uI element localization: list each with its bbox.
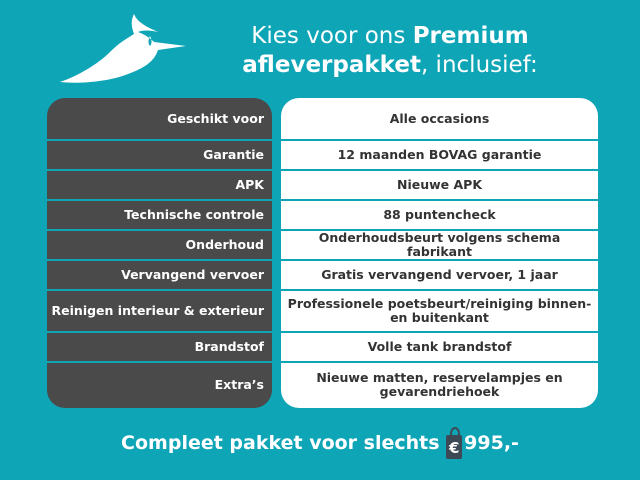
row-divider — [281, 139, 598, 141]
price-value: 995,- — [464, 432, 519, 454]
page-title: Kies voor ons Premium afleverpakket, inc… — [200, 22, 580, 80]
row-divider — [281, 331, 598, 333]
footer-text: Compleet pakket voor slechts — [121, 432, 447, 454]
row-divider — [47, 331, 272, 333]
feature-value: Alle occasions — [389, 111, 490, 126]
title-bold-package: afleverpakket — [242, 52, 421, 78]
feature-value: Nieuwe matten, reservelampjes en gevaren… — [316, 370, 563, 399]
row-divider — [47, 361, 272, 363]
row-divider — [47, 289, 272, 291]
feature-label: Onderhoud — [185, 237, 264, 252]
feature-values-panel: Alle occasions 12 maanden BOVAG garantie N… — [281, 98, 598, 408]
lapwing-bird-logo — [60, 14, 186, 83]
feature-label: APK — [235, 177, 264, 192]
row-divider — [281, 361, 598, 363]
feature-value: 12 maanden BOVAG garantie — [337, 147, 542, 162]
row-divider — [47, 169, 272, 171]
feature-value: Volle tank brandstof — [367, 339, 512, 354]
title-text: Kies voor ons — [251, 23, 413, 49]
row-divider — [281, 199, 598, 201]
feature-label: Garantie — [203, 147, 264, 162]
feature-label: Vervangend vervoer — [121, 267, 264, 282]
row-divider — [281, 259, 598, 261]
title-bold-premium: Premium — [412, 23, 529, 49]
feature-value: Nieuwe APK — [396, 177, 483, 192]
feature-label: Reinigen interieur & exterieur — [51, 303, 264, 318]
feature-labels-panel: Geschikt voor Garantie APK Technische contr… — [47, 98, 272, 408]
row-divider — [281, 169, 598, 171]
row-divider — [281, 229, 598, 231]
row-divider — [47, 139, 272, 141]
feature-value: Gratis vervangend vervoer, 1 jaar — [321, 267, 558, 282]
title-text-2: , inclusief: — [420, 52, 538, 78]
feature-value: Onderhoudsbeurt volgens schema fabrikant — [318, 230, 561, 259]
feature-value: 88 puntencheck — [383, 207, 496, 222]
feature-value: Professionele poetsbeurt/reiniging binne… — [287, 296, 592, 325]
row-divider — [47, 229, 272, 231]
price-footer: Compleet pakket voor slechts €995,- — [0, 427, 640, 459]
feature-label: Technische controle — [124, 207, 264, 222]
row-divider — [47, 199, 272, 201]
feature-label: Brandstof — [194, 339, 264, 354]
row-divider — [281, 289, 598, 291]
feature-label: Extra’s — [214, 377, 264, 392]
feature-label: Geschikt voor — [167, 111, 264, 126]
row-divider — [47, 259, 272, 261]
price-tag-icon: € — [446, 427, 463, 459]
